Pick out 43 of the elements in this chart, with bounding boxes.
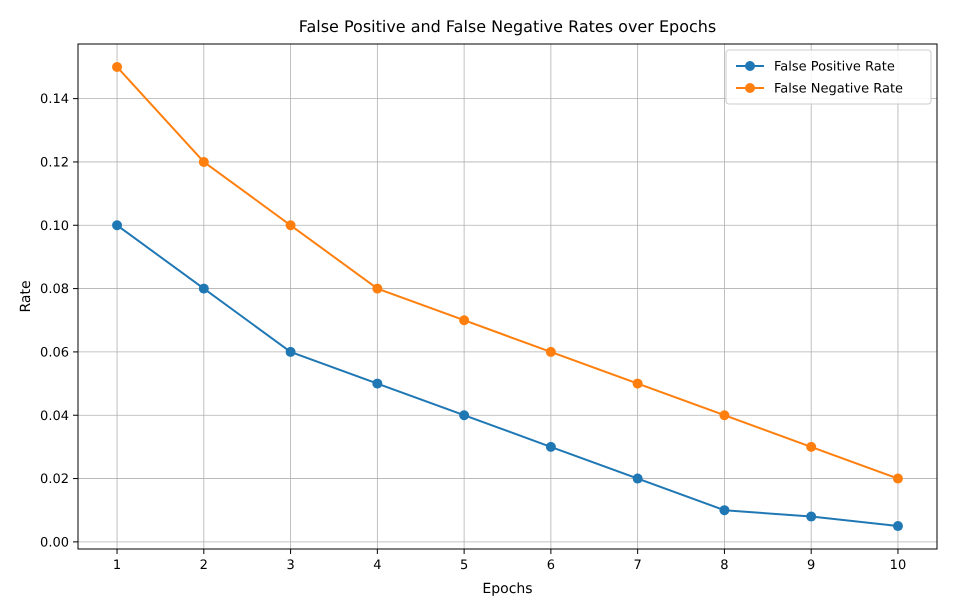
- point: [112, 62, 122, 72]
- point: [286, 220, 296, 230]
- point: [892, 474, 903, 484]
- point: [372, 378, 382, 389]
- x-tick-label: 8: [720, 558, 729, 573]
- point: [806, 442, 816, 452]
- x-tick-label: 4: [373, 558, 382, 573]
- y-tick-label: 0.12: [40, 155, 69, 170]
- legend-label: False Negative Rate: [774, 82, 904, 97]
- point: [546, 346, 556, 357]
- point: [806, 512, 816, 522]
- x-tick-label: 1: [112, 558, 122, 573]
- legend-label: False Positive Rate: [774, 60, 895, 75]
- point: [632, 474, 643, 484]
- y-tick-label: 0.08: [40, 282, 69, 298]
- x-tick-label: 2: [200, 558, 208, 573]
- point: [198, 156, 209, 167]
- point: [459, 410, 470, 420]
- y-tick-label: 0.04: [40, 408, 69, 424]
- y-tick-label: 0.14: [40, 92, 69, 108]
- point: [892, 521, 903, 532]
- point: [632, 378, 643, 389]
- x-tick-label: 7: [634, 558, 642, 573]
- point: [112, 220, 122, 230]
- point: [286, 346, 296, 357]
- x-tick-label: 5: [460, 558, 468, 573]
- chart-title: False Positive and False Negative Rates over Epochs: [298, 17, 716, 36]
- x-tick-label: 6: [546, 558, 556, 573]
- point: [719, 410, 730, 420]
- x-axis-title: Epochs: [482, 581, 533, 597]
- y-tick-label: 0.00: [40, 535, 69, 550]
- point: [719, 505, 730, 516]
- point: [372, 284, 382, 294]
- point: [546, 442, 556, 452]
- x-tick-label: 3: [286, 558, 295, 573]
- y-tick-label: 0.02: [40, 472, 69, 488]
- x-tick-label: 10: [890, 558, 906, 573]
- y-tick-label: 0.10: [40, 218, 69, 234]
- point: [459, 315, 470, 326]
- y-axis-title: Rate: [18, 280, 34, 313]
- x-tick-label: 9: [807, 558, 816, 573]
- point: [198, 284, 209, 294]
- y-tick-label: 0.06: [40, 345, 69, 360]
